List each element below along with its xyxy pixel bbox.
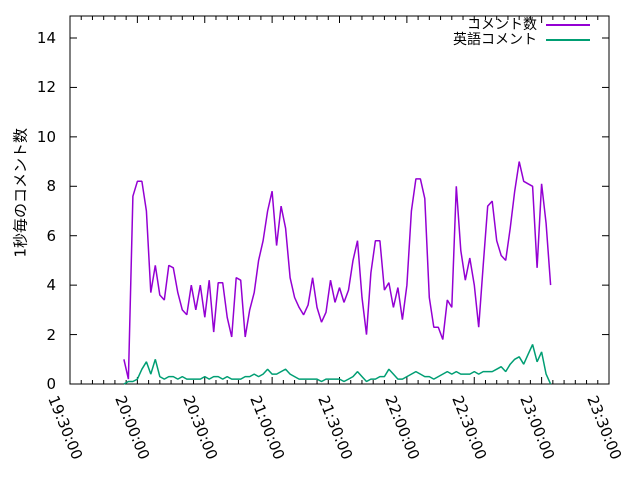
legend-label-comment-count: コメント数 <box>467 17 537 33</box>
plot-border <box>69 15 610 385</box>
y-tick-label: 4 <box>46 276 56 295</box>
y-tick-label: 2 <box>46 325 56 344</box>
legend-line-sample-english-comments <box>546 39 590 41</box>
y-tick-label: 14 <box>36 29 56 47</box>
axis-ticks <box>69 16 610 385</box>
series-line-0 <box>123 161 552 380</box>
y-tick-label: 0 <box>46 375 56 393</box>
series-line-1 <box>123 344 552 385</box>
legend-line-sample-comment-count <box>546 24 590 26</box>
legend-label-english-comments: 英語コメント <box>453 32 537 48</box>
y-tick-label: 12 <box>36 78 56 97</box>
y-tick-label: 6 <box>46 226 56 245</box>
legend: コメント数 英語コメント <box>453 14 590 47</box>
legend-item-comment-count: コメント数 <box>453 18 590 32</box>
y-tick-label: 10 <box>36 127 56 146</box>
y-tick-label: 8 <box>46 177 56 196</box>
legend-item-english-comments: 英語コメント <box>453 33 590 47</box>
plot-frame <box>69 15 610 385</box>
series-lines <box>123 161 552 385</box>
